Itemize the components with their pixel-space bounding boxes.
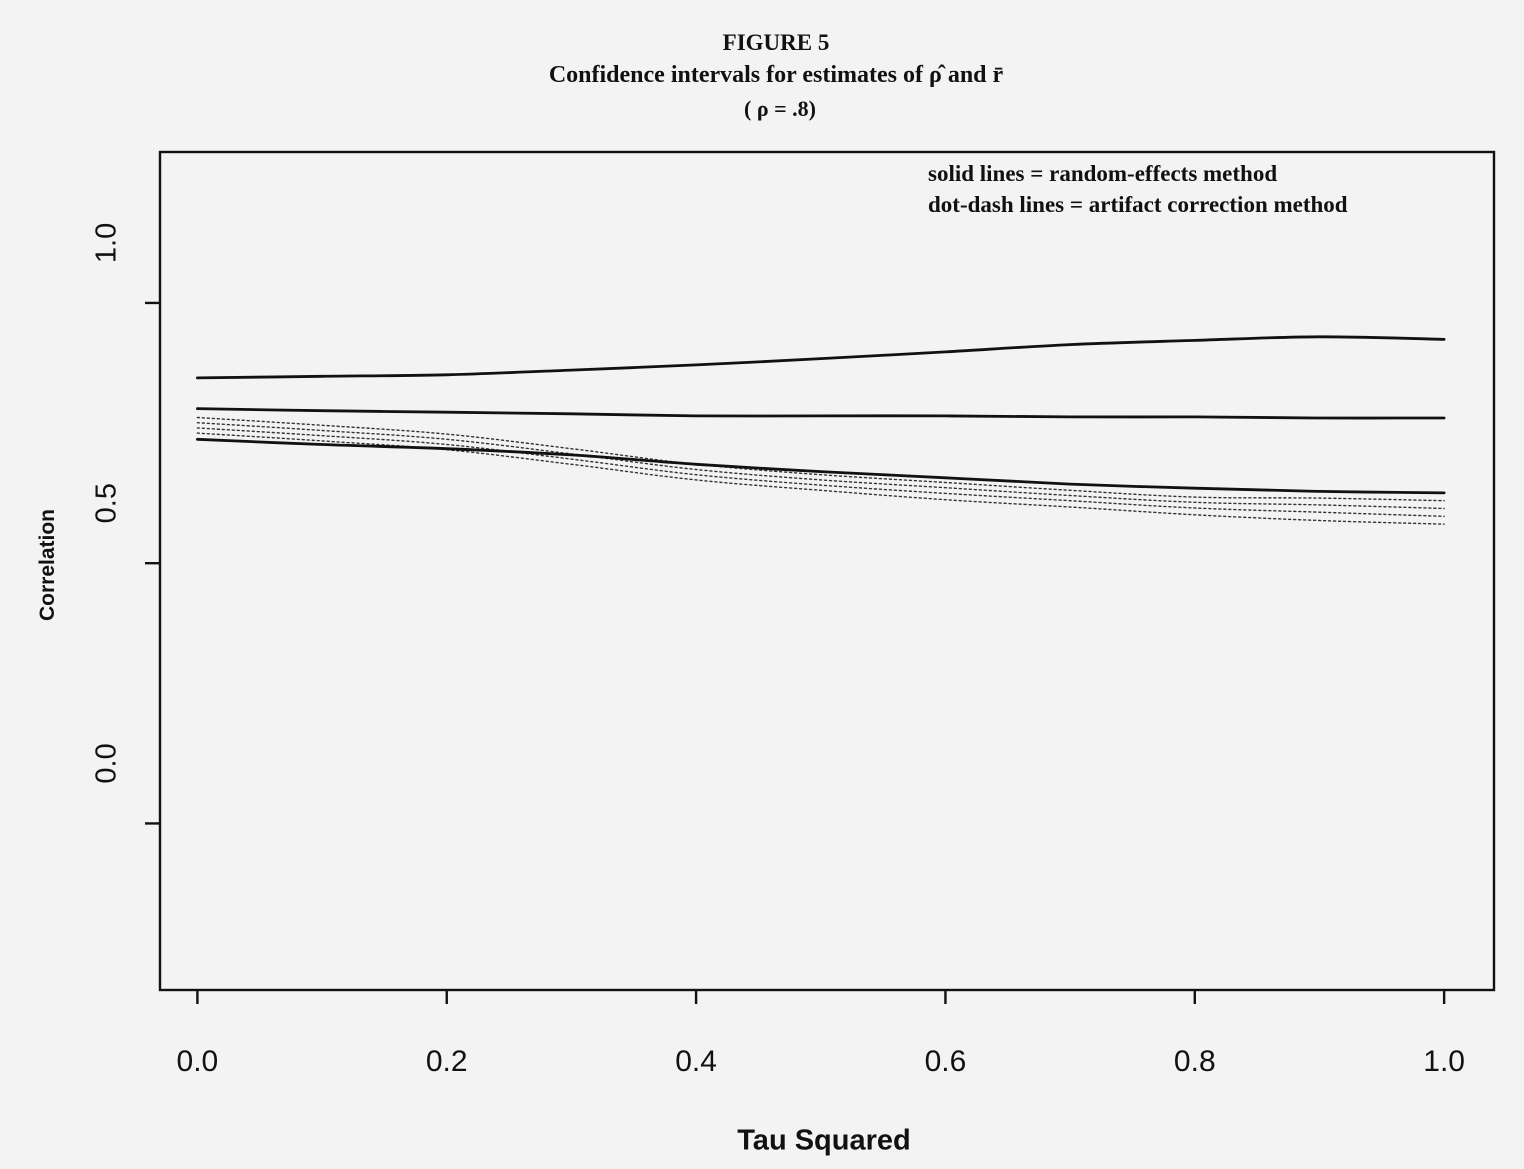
series-layer <box>196 335 1446 525</box>
figure-subtitle: ( ρ = .8) <box>744 96 816 121</box>
x-tick-label: 0.8 <box>1174 1045 1216 1078</box>
x-axis: 0.0 0.2 0.4 0.6 0.8 1.0 <box>177 990 1465 1078</box>
dotted-series-line-4 <box>196 427 1445 517</box>
x-axis-label: Tau Squared <box>737 1124 911 1157</box>
x-tick-label: 0.2 <box>426 1045 468 1078</box>
x-tick-label: 1.0 <box>1423 1045 1465 1078</box>
dotted-series-line-2 <box>196 416 1445 502</box>
y-tick-label: 0.5 <box>91 483 123 523</box>
x-tick-label: 0.4 <box>675 1045 717 1078</box>
legend-dotdash-text: dot-dash lines = artifact correction met… <box>928 192 1348 217</box>
plot-frame <box>158 150 1496 992</box>
y-tick-label: 0.0 <box>91 743 123 783</box>
figure-title: Confidence intervals for estimates of ρ̂… <box>548 62 1004 88</box>
x-tick-label: 0.6 <box>925 1045 967 1078</box>
y-tick-label: 1.0 <box>91 223 123 263</box>
x-tick-label: 0.0 <box>177 1045 219 1078</box>
legend: solid lines = random-effects method dot-… <box>928 158 1348 220</box>
solid-series-line-1 <box>196 407 1446 420</box>
legend-solid-text: solid lines = random-effects method <box>928 161 1278 186</box>
y-axis-label: Correlation <box>36 508 59 622</box>
solid-series-line-6 <box>196 437 1446 495</box>
dotted-series-line-3 <box>196 422 1445 510</box>
figure-number: FIGURE 5 <box>722 30 830 55</box>
figure-header: FIGURE 5 Confidence intervals for estima… <box>0 28 1524 126</box>
solid-series-line-0 <box>196 335 1446 380</box>
y-axis: 0.0 0.5 1.0 <box>91 223 160 825</box>
